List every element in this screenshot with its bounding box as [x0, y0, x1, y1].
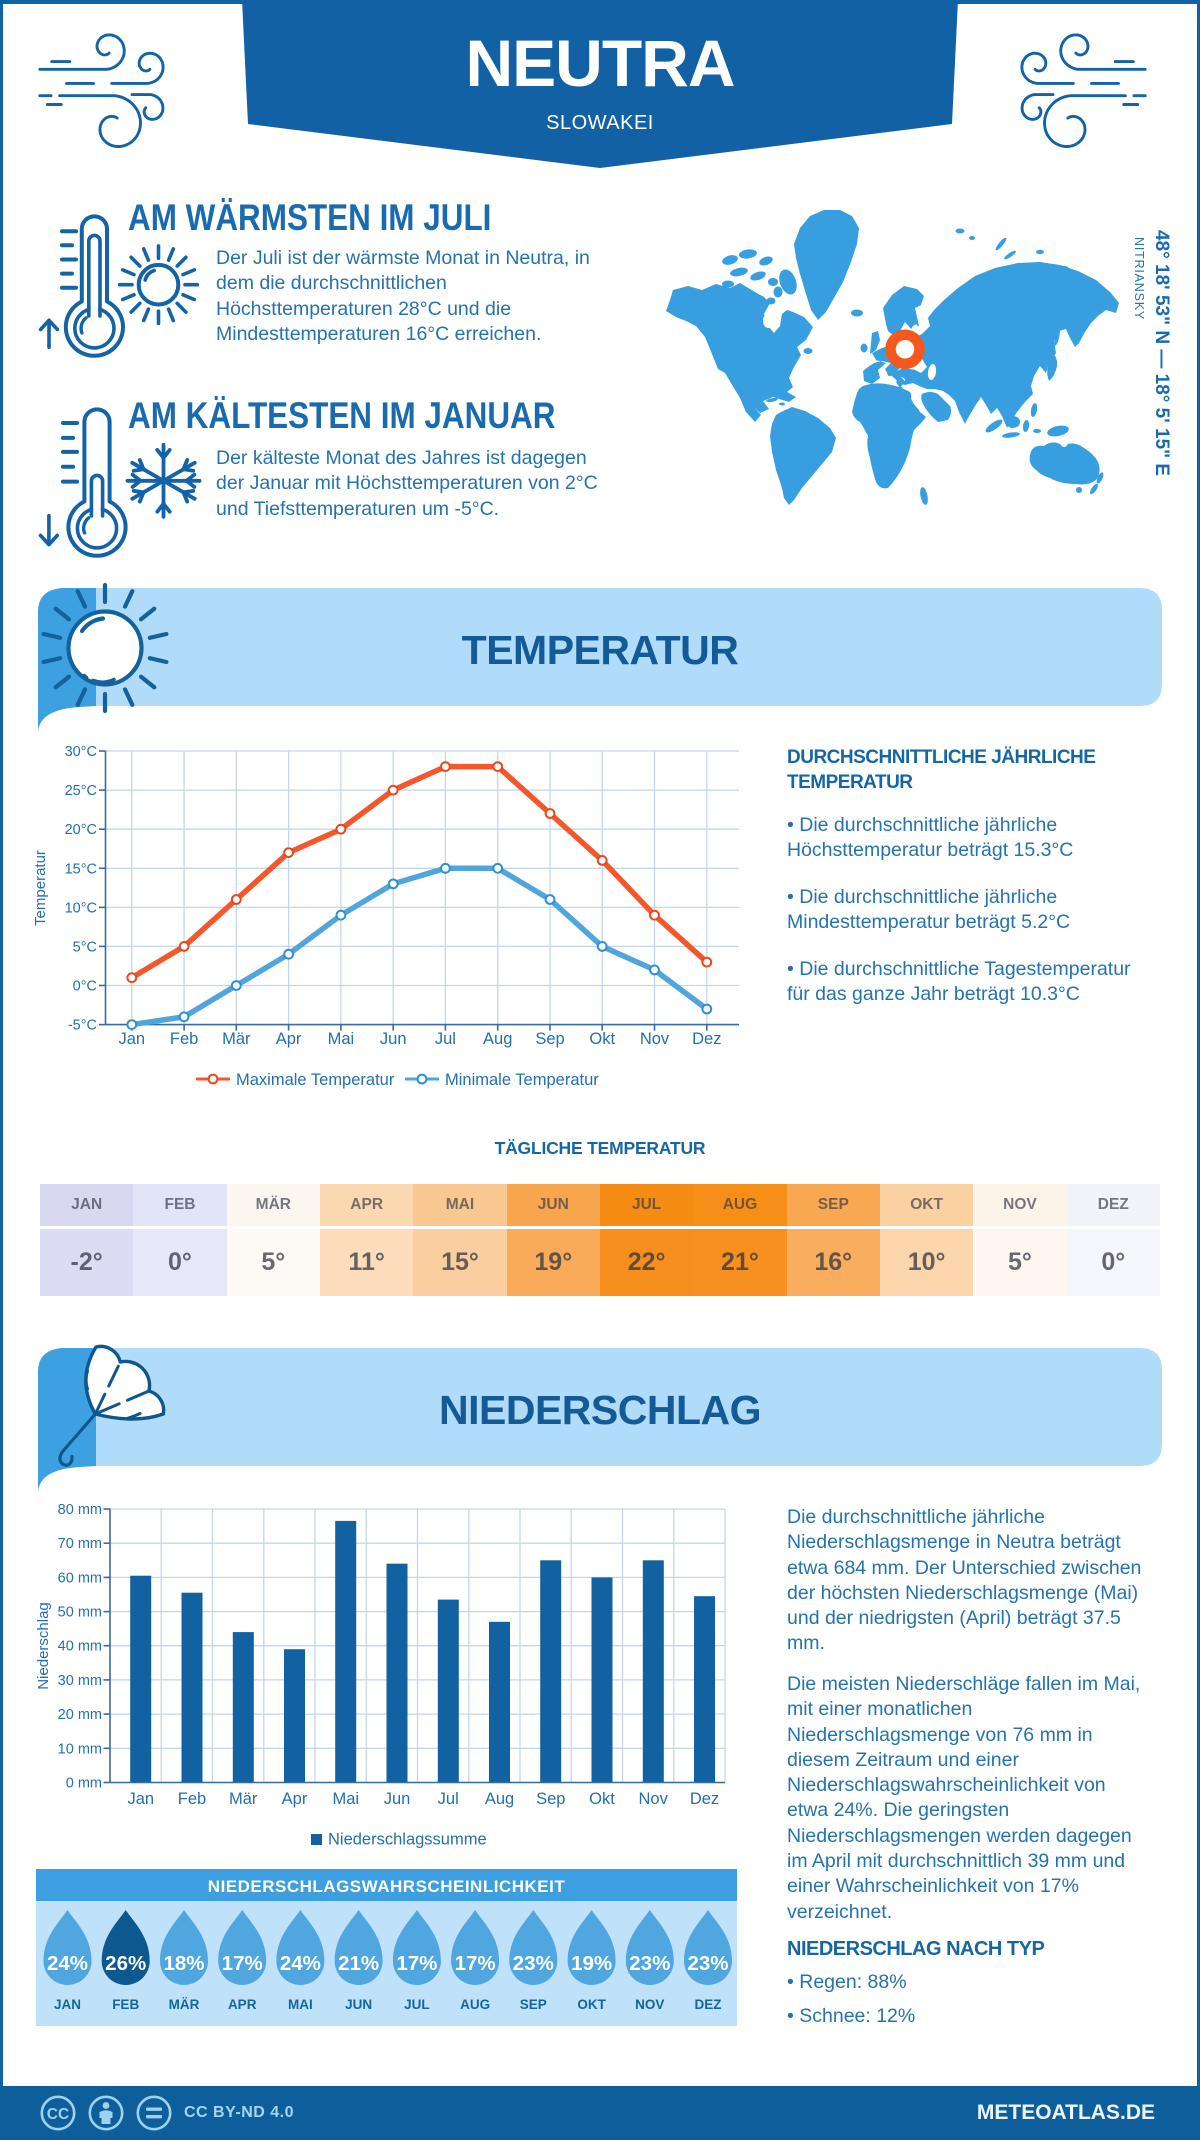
- svg-text:Jul: Jul: [435, 1030, 456, 1048]
- svg-text:80 mm: 80 mm: [58, 1502, 102, 1518]
- svg-text:30°C: 30°C: [65, 744, 97, 760]
- svg-text:MAI: MAI: [288, 1997, 313, 2012]
- svg-text:Jan: Jan: [118, 1030, 145, 1048]
- svg-text:20 mm: 20 mm: [58, 1707, 102, 1723]
- svg-text:FEB: FEB: [112, 1997, 139, 2012]
- svg-text:JUL: JUL: [404, 1997, 430, 2012]
- svg-text:CC: CC: [47, 2106, 69, 2123]
- svg-text:0 mm: 0 mm: [66, 1776, 102, 1792]
- svg-text:NIEDERSCHLAGSWAHRSCHEINLICHKEI: NIEDERSCHLAGSWAHRSCHEINLICHKEIT: [208, 1877, 566, 1896]
- svg-text:0°C: 0°C: [73, 979, 97, 995]
- svg-text:24%: 24%: [280, 1952, 321, 1975]
- svg-text:Maximale Temperatur: Maximale Temperatur: [236, 1071, 395, 1089]
- svg-text:Jun: Jun: [384, 1790, 411, 1808]
- svg-text:JAN: JAN: [54, 1997, 81, 2012]
- svg-text:26%: 26%: [105, 1952, 146, 1975]
- svg-text:Apr: Apr: [276, 1030, 302, 1048]
- svg-text:Okt: Okt: [589, 1790, 615, 1808]
- svg-text:JUN: JUN: [345, 1997, 372, 2012]
- svg-text:5°C: 5°C: [73, 939, 97, 955]
- svg-text:Sep: Sep: [535, 1030, 564, 1048]
- svg-text:Niederschlagssumme: Niederschlagssumme: [328, 1831, 487, 1849]
- svg-text:Jun: Jun: [380, 1030, 407, 1048]
- svg-text:17%: 17%: [222, 1952, 263, 1975]
- svg-text:50 mm: 50 mm: [58, 1605, 102, 1621]
- svg-text:25°C: 25°C: [65, 783, 97, 799]
- svg-text:-5°C: -5°C: [68, 1018, 97, 1034]
- svg-text:20°C: 20°C: [65, 822, 97, 838]
- svg-text:Okt: Okt: [589, 1030, 615, 1048]
- svg-text:Niederschlag: Niederschlag: [35, 1602, 52, 1690]
- svg-text:17%: 17%: [396, 1952, 437, 1975]
- svg-text:NOV: NOV: [635, 1997, 664, 2012]
- svg-text:Minimale Temperatur: Minimale Temperatur: [445, 1071, 599, 1089]
- svg-text:Dez: Dez: [690, 1790, 719, 1808]
- svg-text:10 mm: 10 mm: [58, 1741, 102, 1757]
- svg-text:Mai: Mai: [333, 1790, 360, 1808]
- svg-text:Mär: Mär: [229, 1790, 258, 1808]
- svg-text:Aug: Aug: [483, 1030, 512, 1048]
- svg-text:23%: 23%: [513, 1952, 554, 1975]
- svg-text:AUG: AUG: [460, 1997, 490, 2012]
- svg-text:21%: 21%: [338, 1952, 379, 1975]
- svg-text:24%: 24%: [47, 1952, 88, 1975]
- svg-text:Jan: Jan: [127, 1790, 154, 1808]
- svg-text:Jul: Jul: [438, 1790, 459, 1808]
- svg-text:APR: APR: [228, 1997, 257, 2012]
- svg-text:Nov: Nov: [640, 1030, 670, 1048]
- svg-text:19%: 19%: [571, 1952, 612, 1975]
- svg-text:Mär: Mär: [222, 1030, 251, 1048]
- svg-text:OKT: OKT: [577, 1997, 606, 2012]
- svg-text:23%: 23%: [687, 1952, 728, 1975]
- svg-text:MÄR: MÄR: [169, 1997, 200, 2012]
- svg-text:Temperatur: Temperatur: [32, 850, 49, 926]
- svg-text:70 mm: 70 mm: [58, 1536, 102, 1552]
- svg-text:17%: 17%: [455, 1952, 496, 1975]
- svg-text:SEP: SEP: [520, 1997, 547, 2012]
- svg-text:60 mm: 60 mm: [58, 1570, 102, 1586]
- svg-text:23%: 23%: [629, 1952, 670, 1975]
- svg-text:10°C: 10°C: [65, 900, 97, 916]
- svg-text:Dez: Dez: [692, 1030, 721, 1048]
- svg-text:Apr: Apr: [282, 1790, 308, 1808]
- svg-text:Mai: Mai: [328, 1030, 355, 1048]
- svg-text:Feb: Feb: [178, 1790, 206, 1808]
- svg-text:40 mm: 40 mm: [58, 1639, 102, 1655]
- svg-text:Feb: Feb: [170, 1030, 198, 1048]
- svg-text:18%: 18%: [163, 1952, 204, 1975]
- svg-text:Sep: Sep: [536, 1790, 565, 1808]
- svg-text:Aug: Aug: [485, 1790, 514, 1808]
- svg-text:15°C: 15°C: [65, 861, 97, 877]
- svg-text:DEZ: DEZ: [695, 1997, 722, 2012]
- svg-text:30 mm: 30 mm: [58, 1673, 102, 1689]
- svg-text:Nov: Nov: [639, 1790, 669, 1808]
